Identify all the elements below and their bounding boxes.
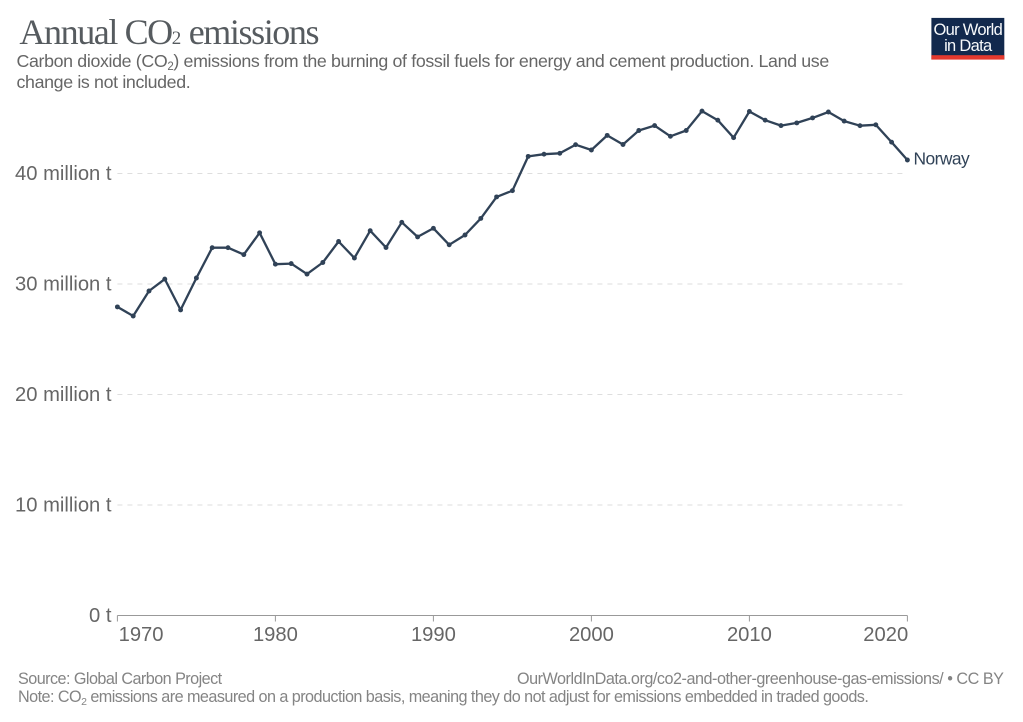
svg-text:Annual CO2 emissions: Annual CO2 emissions xyxy=(19,12,318,52)
svg-text:Note: CO2 emissions are measur: Note: CO2 emissions are measured on a pr… xyxy=(18,688,868,708)
svg-text:1980: 1980 xyxy=(253,624,298,646)
svg-text:40 million t: 40 million t xyxy=(15,163,112,185)
svg-text:30 million t: 30 million t xyxy=(15,273,112,295)
svg-text:Norway: Norway xyxy=(914,148,971,168)
svg-text:2020: 2020 xyxy=(863,624,908,646)
svg-text:OurWorldInData.org/co2-and-oth: OurWorldInData.org/co2-and-other-greenho… xyxy=(517,670,1004,688)
svg-text:Our World: Our World xyxy=(934,21,1003,39)
svg-text:20 million t: 20 million t xyxy=(15,384,112,406)
svg-text:1990: 1990 xyxy=(411,624,456,646)
svg-text:0 t: 0 t xyxy=(89,605,112,627)
svg-text:1970: 1970 xyxy=(119,624,164,646)
svg-text:2010: 2010 xyxy=(727,624,772,646)
svg-text:Source: Global Carbon Project: Source: Global Carbon Project xyxy=(18,670,223,688)
svg-text:2000: 2000 xyxy=(569,624,614,646)
svg-text:10 million t: 10 million t xyxy=(15,494,112,516)
svg-text:Carbon dioxide (CO2) emissions: Carbon dioxide (CO2) emissions from the … xyxy=(17,51,830,73)
svg-text:change is not included.: change is not included. xyxy=(17,72,191,92)
svg-text:in Data: in Data xyxy=(944,37,993,55)
